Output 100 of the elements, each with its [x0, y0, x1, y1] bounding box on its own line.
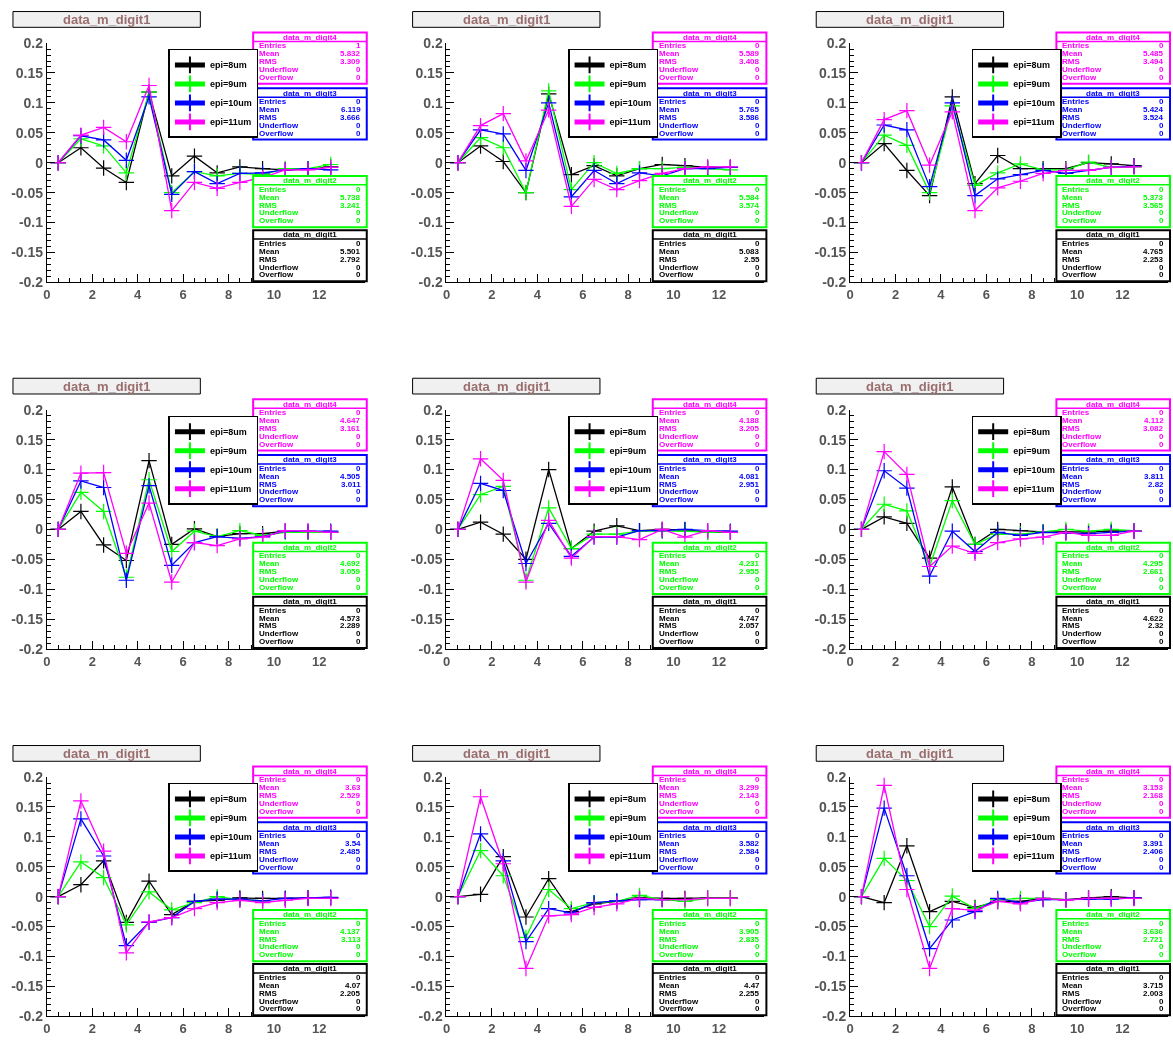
annotation: Mean — [259, 783, 280, 792]
annotation: Underflow — [259, 208, 299, 217]
annotation: 0 — [356, 1004, 361, 1013]
annotation: Underflow — [259, 65, 299, 74]
annotation: Mean — [259, 981, 280, 990]
annotation: RMS — [1062, 791, 1081, 800]
x-tick-label: 6 — [179, 286, 187, 302]
annotation: 5.424 — [1143, 105, 1164, 114]
annotation: Mean — [259, 193, 280, 202]
annotation: 0 — [755, 270, 760, 279]
annotation: Overflow — [659, 129, 695, 138]
annotation: 2.955 — [739, 567, 760, 576]
annotation: 4.231 — [739, 559, 760, 568]
annotation: Mean — [659, 839, 680, 848]
annotation: 0 — [1159, 121, 1164, 130]
annotation: data_m_digit1 — [683, 964, 738, 973]
chart-title: data_m_digit1 — [463, 379, 551, 394]
annotation: Underflow — [659, 263, 699, 272]
annotation: 5.485 — [1143, 49, 1164, 58]
annotation: 0 — [1159, 239, 1164, 248]
annotation: Entries — [659, 775, 687, 784]
y-tick-label: 0.05 — [415, 124, 443, 141]
annotation: Entries — [259, 919, 287, 928]
chart-title: data_m_digit1 — [866, 12, 954, 27]
x-tick-label: 12 — [711, 1020, 727, 1036]
annotation: 0 — [356, 831, 361, 840]
y-tick-label: -0.05 — [410, 918, 443, 935]
legend-label: epi=11um — [1013, 851, 1055, 862]
annotation: Overflow — [659, 807, 695, 816]
annotation: 0 — [755, 799, 760, 808]
legend-label: epi=9um — [1013, 813, 1050, 824]
annotation: Underflow — [1062, 799, 1102, 808]
annotation: RMS — [659, 989, 678, 998]
annotation: 4.747 — [739, 614, 760, 623]
annotation: 0 — [1159, 41, 1164, 50]
annotation: 0 — [1159, 185, 1164, 194]
annotation: Overflow — [259, 270, 295, 279]
annotation: 0 — [356, 464, 361, 473]
annotation: data_m_digit2 — [1086, 910, 1141, 919]
y-tick-label: -0.1 — [822, 214, 847, 231]
y-tick-label: -0.15 — [814, 611, 847, 628]
legend-label: epi=10um — [209, 832, 252, 843]
y-tick-label: 0 — [838, 888, 847, 905]
x-tick-label: 8 — [1028, 286, 1036, 302]
annotation: RMS — [659, 424, 678, 433]
y-tick-label: -0.05 — [814, 184, 847, 201]
legend-label: epi=11um — [209, 117, 252, 128]
annotation: RMS — [1062, 935, 1081, 944]
annotation: Entries — [259, 973, 287, 982]
legend-label: epi=10um — [609, 98, 652, 109]
annotation: RMS — [259, 935, 278, 944]
annotation: 0 — [755, 487, 760, 496]
annotation: 0 — [755, 239, 760, 248]
annotation: Underflow — [1062, 997, 1102, 1006]
annotation: RMS — [259, 480, 278, 489]
annotation: 3.54 — [345, 839, 362, 848]
legend-label: epi=11um — [609, 117, 651, 128]
annotation: Entries — [1062, 973, 1090, 982]
annotation: RMS — [659, 935, 678, 944]
annotation: 3.205 — [739, 424, 760, 433]
annotation: 2.792 — [340, 255, 361, 264]
annotation: RMS — [259, 424, 278, 433]
annotation: 0 — [755, 97, 760, 106]
annotation: 3.905 — [739, 927, 760, 936]
y-tick-label: 0.2 — [23, 768, 44, 785]
legend-label: epi=11um — [609, 851, 651, 862]
annotation: Entries — [659, 464, 687, 473]
annotation: Overflow — [1062, 950, 1098, 959]
y-tick-label: 0.15 — [819, 798, 847, 815]
annotation: 0 — [1159, 855, 1164, 864]
annotation: 0 — [1159, 831, 1164, 840]
y-tick-label: 0.15 — [415, 64, 443, 81]
y-tick-label: 0.2 — [826, 34, 847, 51]
y-tick-label: 0.1 — [423, 94, 443, 111]
x-tick-label: 4 — [134, 1020, 143, 1036]
y-tick-label: -0.2 — [822, 1008, 847, 1025]
annotation: 0 — [1159, 97, 1164, 106]
x-tick-label: 12 — [711, 653, 727, 669]
x-tick-label: 8 — [624, 653, 632, 669]
y-tick-label: -0.15 — [11, 611, 44, 628]
annotation: Underflow — [659, 799, 699, 808]
x-tick-label: 4 — [937, 653, 946, 669]
legend-label: epi=10um — [209, 465, 252, 476]
x-tick-label: 10 — [266, 286, 282, 302]
annotation: Underflow — [659, 575, 699, 584]
annotation: RMS — [1062, 480, 1081, 489]
annotation: 0 — [356, 97, 361, 106]
y-tick-label: 0 — [838, 521, 847, 538]
legend-label: epi=10um — [609, 465, 652, 476]
annotation: Overflow — [659, 73, 695, 82]
x-tick-label: 4 — [134, 653, 143, 669]
annotation: 2.406 — [1143, 847, 1164, 856]
annotation: Overflow — [1062, 863, 1098, 872]
annotation: 4.573 — [340, 614, 361, 623]
x-tick-label: 6 — [179, 653, 187, 669]
legend-label: epi=11um — [1013, 484, 1055, 495]
chart-title: data_m_digit1 — [463, 12, 551, 27]
annotation: data_m_digit1 — [1086, 597, 1141, 606]
annotation: Entries — [259, 775, 287, 784]
y-tick-label: -0.2 — [18, 640, 44, 657]
